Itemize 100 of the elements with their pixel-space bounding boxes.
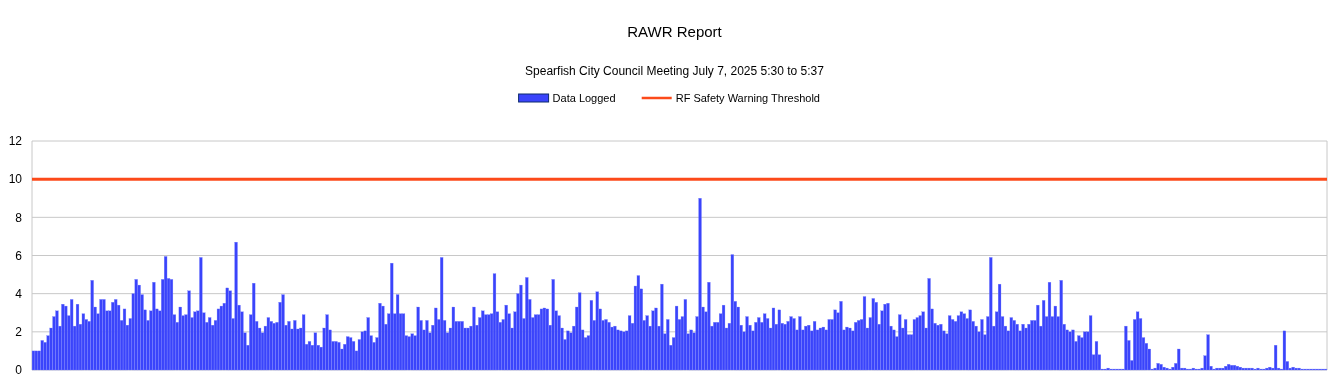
bar xyxy=(252,283,256,371)
bar xyxy=(807,325,811,371)
bar xyxy=(848,327,852,371)
bar xyxy=(839,301,843,371)
bar xyxy=(804,325,808,371)
bar xyxy=(998,283,1002,371)
bar xyxy=(912,319,916,371)
bar xyxy=(1177,348,1181,371)
y-tick-label: 12 xyxy=(8,134,23,149)
bar xyxy=(325,314,329,371)
bar xyxy=(111,302,115,371)
chart-subtitle: Spearfish City Council Meeting July 7, 2025 5:30 to 5:37 xyxy=(525,64,825,78)
bar xyxy=(551,279,555,371)
bar xyxy=(610,326,614,371)
bar xyxy=(228,290,232,371)
bar xyxy=(337,342,341,371)
y-tick-label: 6 xyxy=(15,248,23,263)
bar xyxy=(921,311,925,371)
bar xyxy=(845,326,849,371)
bar xyxy=(519,284,523,371)
bar xyxy=(721,304,726,371)
bar xyxy=(472,306,476,371)
bar xyxy=(451,306,455,371)
bar xyxy=(425,320,429,371)
bar xyxy=(874,302,878,371)
bar xyxy=(616,329,620,371)
bar xyxy=(622,331,626,371)
bar xyxy=(334,341,338,371)
bar xyxy=(645,315,649,371)
bar xyxy=(666,319,670,371)
bar xyxy=(504,304,508,371)
bar xyxy=(187,290,191,371)
bar xyxy=(460,321,464,371)
bar xyxy=(595,291,599,371)
bar xyxy=(378,303,382,371)
bar xyxy=(440,257,444,371)
bar xyxy=(566,330,570,371)
bar xyxy=(892,329,896,371)
bar xyxy=(654,307,658,371)
chart-title: RAWR Report xyxy=(627,23,723,40)
legend-label: Data Logged xyxy=(552,91,616,104)
bar xyxy=(1274,345,1278,371)
bar xyxy=(613,325,617,371)
bar xyxy=(968,309,972,371)
bar xyxy=(360,331,364,371)
bar xyxy=(757,317,761,371)
bar xyxy=(1036,304,1040,371)
bar xyxy=(1206,334,1210,371)
y-tick-label: 2 xyxy=(15,325,23,340)
bar xyxy=(281,294,285,371)
bar xyxy=(578,292,582,371)
y-tick-label: 10 xyxy=(8,172,23,187)
y-tick-label: 4 xyxy=(15,286,23,301)
bar xyxy=(390,262,394,371)
bar xyxy=(798,316,802,371)
bar xyxy=(918,315,922,371)
bar xyxy=(99,299,103,371)
bar xyxy=(854,322,858,371)
bar xyxy=(466,327,470,371)
bar xyxy=(484,314,488,371)
bar xyxy=(962,313,966,371)
bar xyxy=(64,305,68,371)
bar xyxy=(689,329,693,371)
bar xyxy=(1077,335,1081,371)
bar xyxy=(434,307,438,371)
bar xyxy=(351,341,356,371)
bar xyxy=(698,198,702,371)
y-tick-label: 0 xyxy=(15,363,23,378)
bar xyxy=(607,322,611,371)
bar xyxy=(293,320,297,371)
bar xyxy=(1030,320,1034,371)
bar xyxy=(269,321,273,371)
bar xyxy=(1015,324,1019,371)
bar xyxy=(1021,324,1025,371)
bar xyxy=(783,324,787,371)
bar xyxy=(989,257,993,371)
bar xyxy=(833,309,837,371)
bar xyxy=(1012,320,1016,371)
bar xyxy=(152,282,156,371)
bar xyxy=(883,304,887,371)
bar xyxy=(287,321,291,371)
bar xyxy=(366,317,370,371)
bar xyxy=(208,317,212,371)
bar xyxy=(683,299,687,371)
bar xyxy=(457,321,461,371)
bar xyxy=(225,287,229,371)
bar xyxy=(862,296,867,371)
bar xyxy=(55,310,59,371)
bar xyxy=(1156,363,1160,371)
bar xyxy=(713,322,717,371)
bar xyxy=(114,299,118,371)
bar xyxy=(1059,280,1063,371)
bar xyxy=(974,325,978,371)
bar xyxy=(31,350,36,371)
bar xyxy=(745,316,749,371)
bar xyxy=(545,308,549,371)
bar xyxy=(619,330,623,371)
bar xyxy=(980,319,984,371)
bar xyxy=(1024,327,1028,371)
bar xyxy=(1159,364,1163,371)
